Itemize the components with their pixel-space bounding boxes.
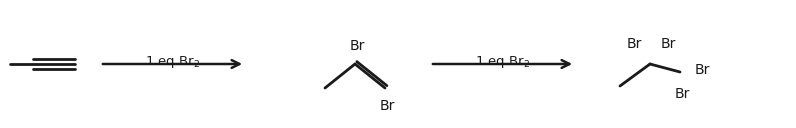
Text: Br: Br	[626, 37, 642, 51]
Text: Br: Br	[661, 37, 676, 51]
Text: Br: Br	[674, 87, 689, 101]
Text: 1 eq Br$_2$: 1 eq Br$_2$	[474, 54, 529, 70]
Text: Br: Br	[694, 63, 710, 77]
Text: Br: Br	[349, 39, 365, 53]
Text: 1 eq Br$_2$: 1 eq Br$_2$	[145, 54, 200, 70]
Text: Br: Br	[380, 99, 395, 113]
